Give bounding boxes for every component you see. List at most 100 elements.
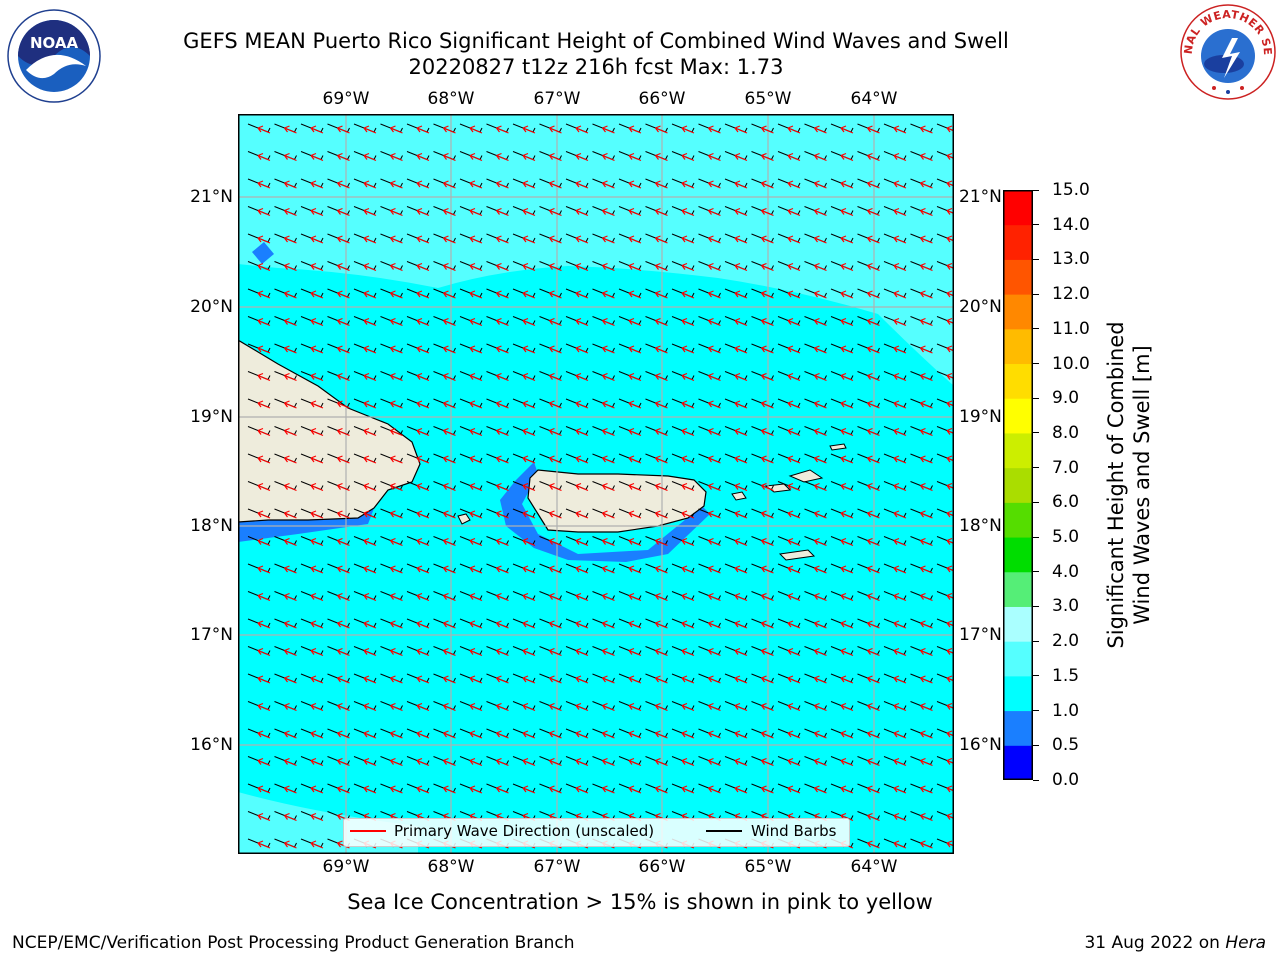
wave-direction-arrow: [814, 317, 827, 327]
wave-direction-arrow: [443, 152, 456, 162]
wave-direction-arrow: [390, 702, 403, 712]
wave-direction-arrow: [893, 675, 907, 684]
wave-direction-arrow: [655, 537, 668, 547]
lon-label-bottom: 66°W: [638, 857, 686, 877]
wave-direction-arrow: [337, 702, 350, 712]
wave-direction-arrow: [814, 647, 827, 657]
wave-direction-arrow: [416, 400, 430, 409]
wave-direction-arrow: [655, 592, 668, 602]
wave-direction-arrow: [708, 757, 721, 767]
wave-direction-arrow: [761, 647, 774, 657]
wave-direction-arrow: [628, 730, 642, 739]
wave-direction-arrow: [575, 262, 589, 272]
wave-direction-arrow: [469, 290, 483, 299]
wave-direction-arrow: [363, 152, 377, 162]
wave-direction-arrow: [602, 592, 615, 602]
wave-direction-arrow: [522, 647, 536, 657]
wave-direction-arrow: [814, 757, 827, 767]
wave-direction-arrow: [522, 702, 536, 712]
wave-direction-arrow: [310, 565, 324, 574]
wave-direction-arrow: [602, 235, 615, 244]
wave-direction-arrow: [416, 785, 430, 794]
wave-direction-arrow: [575, 702, 589, 712]
wave-direction-arrow: [734, 372, 748, 382]
wave-direction-arrow: [787, 235, 801, 244]
wave-direction-arrow: [416, 207, 430, 217]
wave-direction-arrow: [602, 180, 615, 189]
wave-direction-arrow: [734, 730, 748, 739]
wave-direction-arrow: [522, 675, 536, 684]
wave-direction-arrow: [628, 482, 642, 492]
wave-direction-arrow: [628, 757, 642, 767]
wave-direction-arrow: [814, 510, 827, 519]
wave-direction-arrow: [761, 757, 774, 767]
wave-direction-arrow: [734, 400, 748, 409]
wave-direction-arrow: [469, 317, 483, 327]
wave-direction-arrow: [602, 400, 615, 409]
wave-direction-arrow: [867, 207, 880, 217]
wave-direction-arrow: [416, 730, 430, 739]
wave-direction-arrow: [708, 262, 721, 272]
wave-direction-arrow: [390, 125, 403, 134]
wind-barb-legend-label: Wind Barbs: [751, 822, 837, 840]
wave-direction-arrow: [761, 400, 774, 409]
colorbar-segment: [1003, 606, 1033, 642]
svg-text:NOAA: NOAA: [30, 34, 79, 52]
colorbar-tick-mark: [1033, 779, 1039, 781]
wave-direction-arrow: [867, 730, 880, 739]
wave-direction-arrow: [310, 702, 324, 712]
wave-direction-arrow: [496, 152, 509, 162]
wave-direction-arrow: [337, 675, 350, 684]
wave-direction-arrow: [443, 125, 456, 134]
wave-direction-arrow: [496, 482, 509, 492]
wave-direction-arrow: [867, 537, 880, 547]
wave-direction-arrow: [734, 262, 748, 272]
wave-direction-arrow: [549, 180, 562, 189]
wave-direction-arrow: [893, 290, 907, 299]
wave-direction-arrow: [920, 537, 933, 547]
wave-direction-arrow: [390, 345, 403, 354]
lat-label-left: 16°N: [190, 735, 233, 755]
wave-direction-arrow: [708, 675, 721, 684]
wave-direction-arrow: [787, 345, 801, 354]
land-hispaniola: [238, 339, 421, 523]
wind-barb-legend-line: [706, 830, 742, 832]
colorbar-tick-mark: [1033, 571, 1039, 573]
colorbar-tick-label: 6.0: [1052, 492, 1080, 513]
wave-direction-arrow: [257, 455, 271, 464]
wave-direction-arrow: [257, 702, 271, 712]
wave-direction-arrow: [893, 427, 907, 437]
wave-direction-arrow: [469, 125, 483, 134]
lon-label-top: 67°W: [533, 89, 581, 109]
wave-direction-arrow: [655, 482, 668, 492]
lon-label-bottom: 65°W: [744, 857, 792, 877]
wave-direction-arrow: [310, 537, 324, 547]
wave-direction-arrow: [284, 400, 297, 409]
wave-direction-arrow: [814, 207, 827, 217]
wave-direction-arrow: [337, 125, 350, 134]
wave-direction-arrow: [575, 592, 589, 602]
wave-direction-arrow: [443, 757, 456, 767]
wave-direction-arrow: [655, 427, 668, 437]
wave-direction-arrow: [390, 675, 403, 684]
wave-direction-arrow: [893, 125, 907, 134]
wave-direction-arrow: [549, 372, 562, 382]
wave-direction-arrow: [734, 620, 748, 629]
wave-direction-arrow: [920, 675, 933, 684]
wave-direction-arrow: [549, 702, 562, 712]
wave-direction-arrow: [575, 317, 589, 327]
wave-direction-arrow: [734, 647, 748, 657]
wave-direction-arrow: [628, 372, 642, 382]
wave-direction-arrow: [443, 427, 456, 437]
wave-direction-arrow: [893, 235, 907, 244]
wave-direction-arrow: [469, 730, 483, 739]
wave-direction-arrow: [549, 647, 562, 657]
wave-direction-arrow: [363, 647, 377, 657]
wave-direction-arrow: [814, 235, 827, 244]
colorbar-segment: [1003, 224, 1033, 260]
colorbar-tick-label: 2.0: [1052, 631, 1080, 652]
wave-direction-arrow: [284, 702, 297, 712]
wave-direction-arrow: [522, 372, 536, 382]
wave-direction-arrow: [920, 592, 933, 602]
wave-direction-arrow: [363, 317, 377, 327]
